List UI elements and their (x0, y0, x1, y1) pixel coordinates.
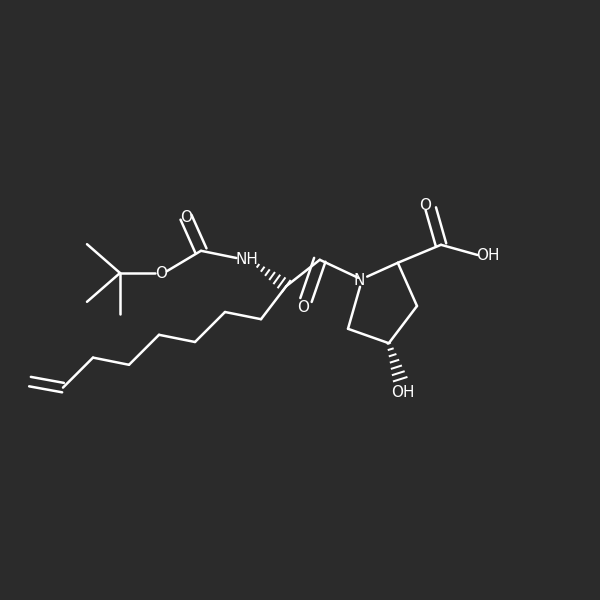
Text: OH: OH (476, 247, 500, 263)
Text: O: O (297, 299, 309, 314)
Text: O: O (419, 198, 431, 213)
Text: O: O (155, 265, 167, 280)
Text: OH: OH (391, 385, 415, 400)
Text: NH: NH (236, 252, 259, 268)
Text: O: O (180, 209, 192, 224)
Text: N: N (354, 273, 365, 288)
